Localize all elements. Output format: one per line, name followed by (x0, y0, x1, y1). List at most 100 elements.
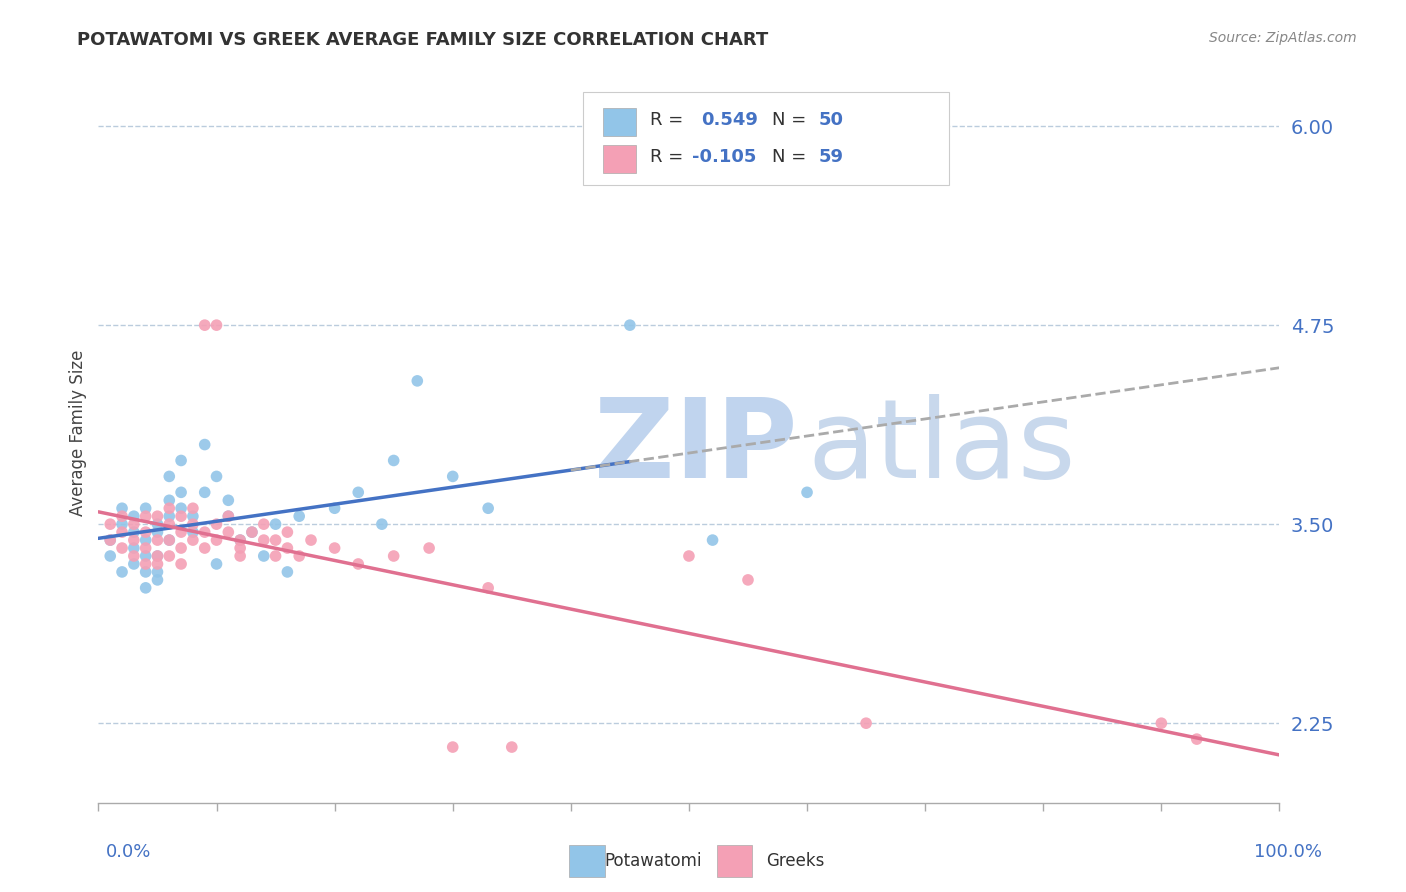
Point (111, 565, 134, 579)
Point (299, 533, 322, 547)
Point (264, 549, 287, 563)
Point (371, 517, 394, 532)
Point (122, 517, 145, 532)
Point (217, 509, 239, 524)
Point (181, 517, 204, 532)
Point (157, 493, 180, 508)
Point (194, 541, 217, 555)
Point (276, 541, 298, 555)
Point (619, 318, 641, 333)
Point (406, 374, 429, 388)
Point (170, 541, 193, 555)
Point (194, 437, 217, 451)
Point (205, 517, 228, 532)
Point (157, 469, 180, 483)
Point (157, 549, 180, 563)
Text: N =: N = (772, 112, 811, 129)
Point (146, 517, 169, 532)
Point (122, 525, 145, 540)
Point (347, 485, 370, 500)
Point (170, 557, 193, 571)
Point (170, 509, 193, 524)
Text: 50: 50 (818, 112, 844, 129)
Point (240, 525, 263, 540)
Point (855, 716, 877, 731)
Point (323, 501, 346, 516)
Point (170, 453, 193, 467)
Point (135, 557, 157, 571)
Point (98, 517, 121, 532)
Point (98, 533, 121, 547)
Point (678, 549, 700, 563)
Point (477, 581, 499, 595)
Point (276, 565, 298, 579)
Point (217, 525, 239, 540)
Point (181, 501, 204, 516)
Text: atlas: atlas (807, 394, 1076, 501)
Point (229, 549, 252, 563)
Point (135, 533, 157, 547)
Point (181, 509, 204, 524)
Point (288, 549, 311, 563)
Point (181, 525, 204, 540)
Text: Source: ZipAtlas.com: Source: ZipAtlas.com (1209, 31, 1357, 45)
Point (135, 509, 157, 524)
Point (253, 533, 276, 547)
Point (264, 533, 287, 547)
Point (229, 541, 252, 555)
FancyBboxPatch shape (582, 92, 949, 185)
Point (111, 525, 134, 540)
Point (418, 541, 440, 555)
Text: 0.0%: 0.0% (105, 843, 150, 861)
Point (111, 501, 134, 516)
Point (146, 549, 169, 563)
Text: -0.105: -0.105 (693, 148, 756, 166)
Point (1185, 732, 1208, 747)
Point (737, 573, 759, 587)
Text: ZIP: ZIP (595, 394, 797, 501)
Point (217, 493, 239, 508)
Point (229, 533, 252, 547)
Point (146, 509, 169, 524)
Point (98, 549, 121, 563)
Point (135, 525, 157, 540)
Point (205, 469, 228, 483)
Point (122, 533, 145, 547)
Point (253, 549, 276, 563)
Point (170, 485, 193, 500)
Point (477, 501, 499, 516)
Text: R =: R = (650, 148, 689, 166)
Point (205, 557, 228, 571)
Point (205, 533, 228, 547)
Point (194, 318, 217, 333)
Point (135, 549, 157, 563)
Text: 100.0%: 100.0% (1254, 843, 1322, 861)
Point (146, 549, 169, 563)
Point (382, 549, 405, 563)
Point (146, 533, 169, 547)
Point (181, 533, 204, 547)
Text: 59: 59 (818, 148, 844, 166)
Point (441, 740, 464, 755)
Point (157, 517, 180, 532)
Point (276, 525, 298, 540)
Point (157, 501, 180, 516)
Point (98, 533, 121, 547)
Point (135, 581, 157, 595)
Point (135, 541, 157, 555)
Point (146, 525, 169, 540)
Point (205, 318, 228, 333)
Point (157, 509, 180, 524)
Y-axis label: Average Family Size: Average Family Size (69, 350, 87, 516)
Point (240, 525, 263, 540)
Point (288, 509, 311, 524)
Point (264, 517, 287, 532)
Point (501, 740, 523, 755)
Point (122, 557, 145, 571)
Point (253, 517, 276, 532)
Point (229, 533, 252, 547)
Bar (603, 145, 636, 173)
Point (157, 533, 180, 547)
Point (347, 557, 370, 571)
Point (194, 485, 217, 500)
